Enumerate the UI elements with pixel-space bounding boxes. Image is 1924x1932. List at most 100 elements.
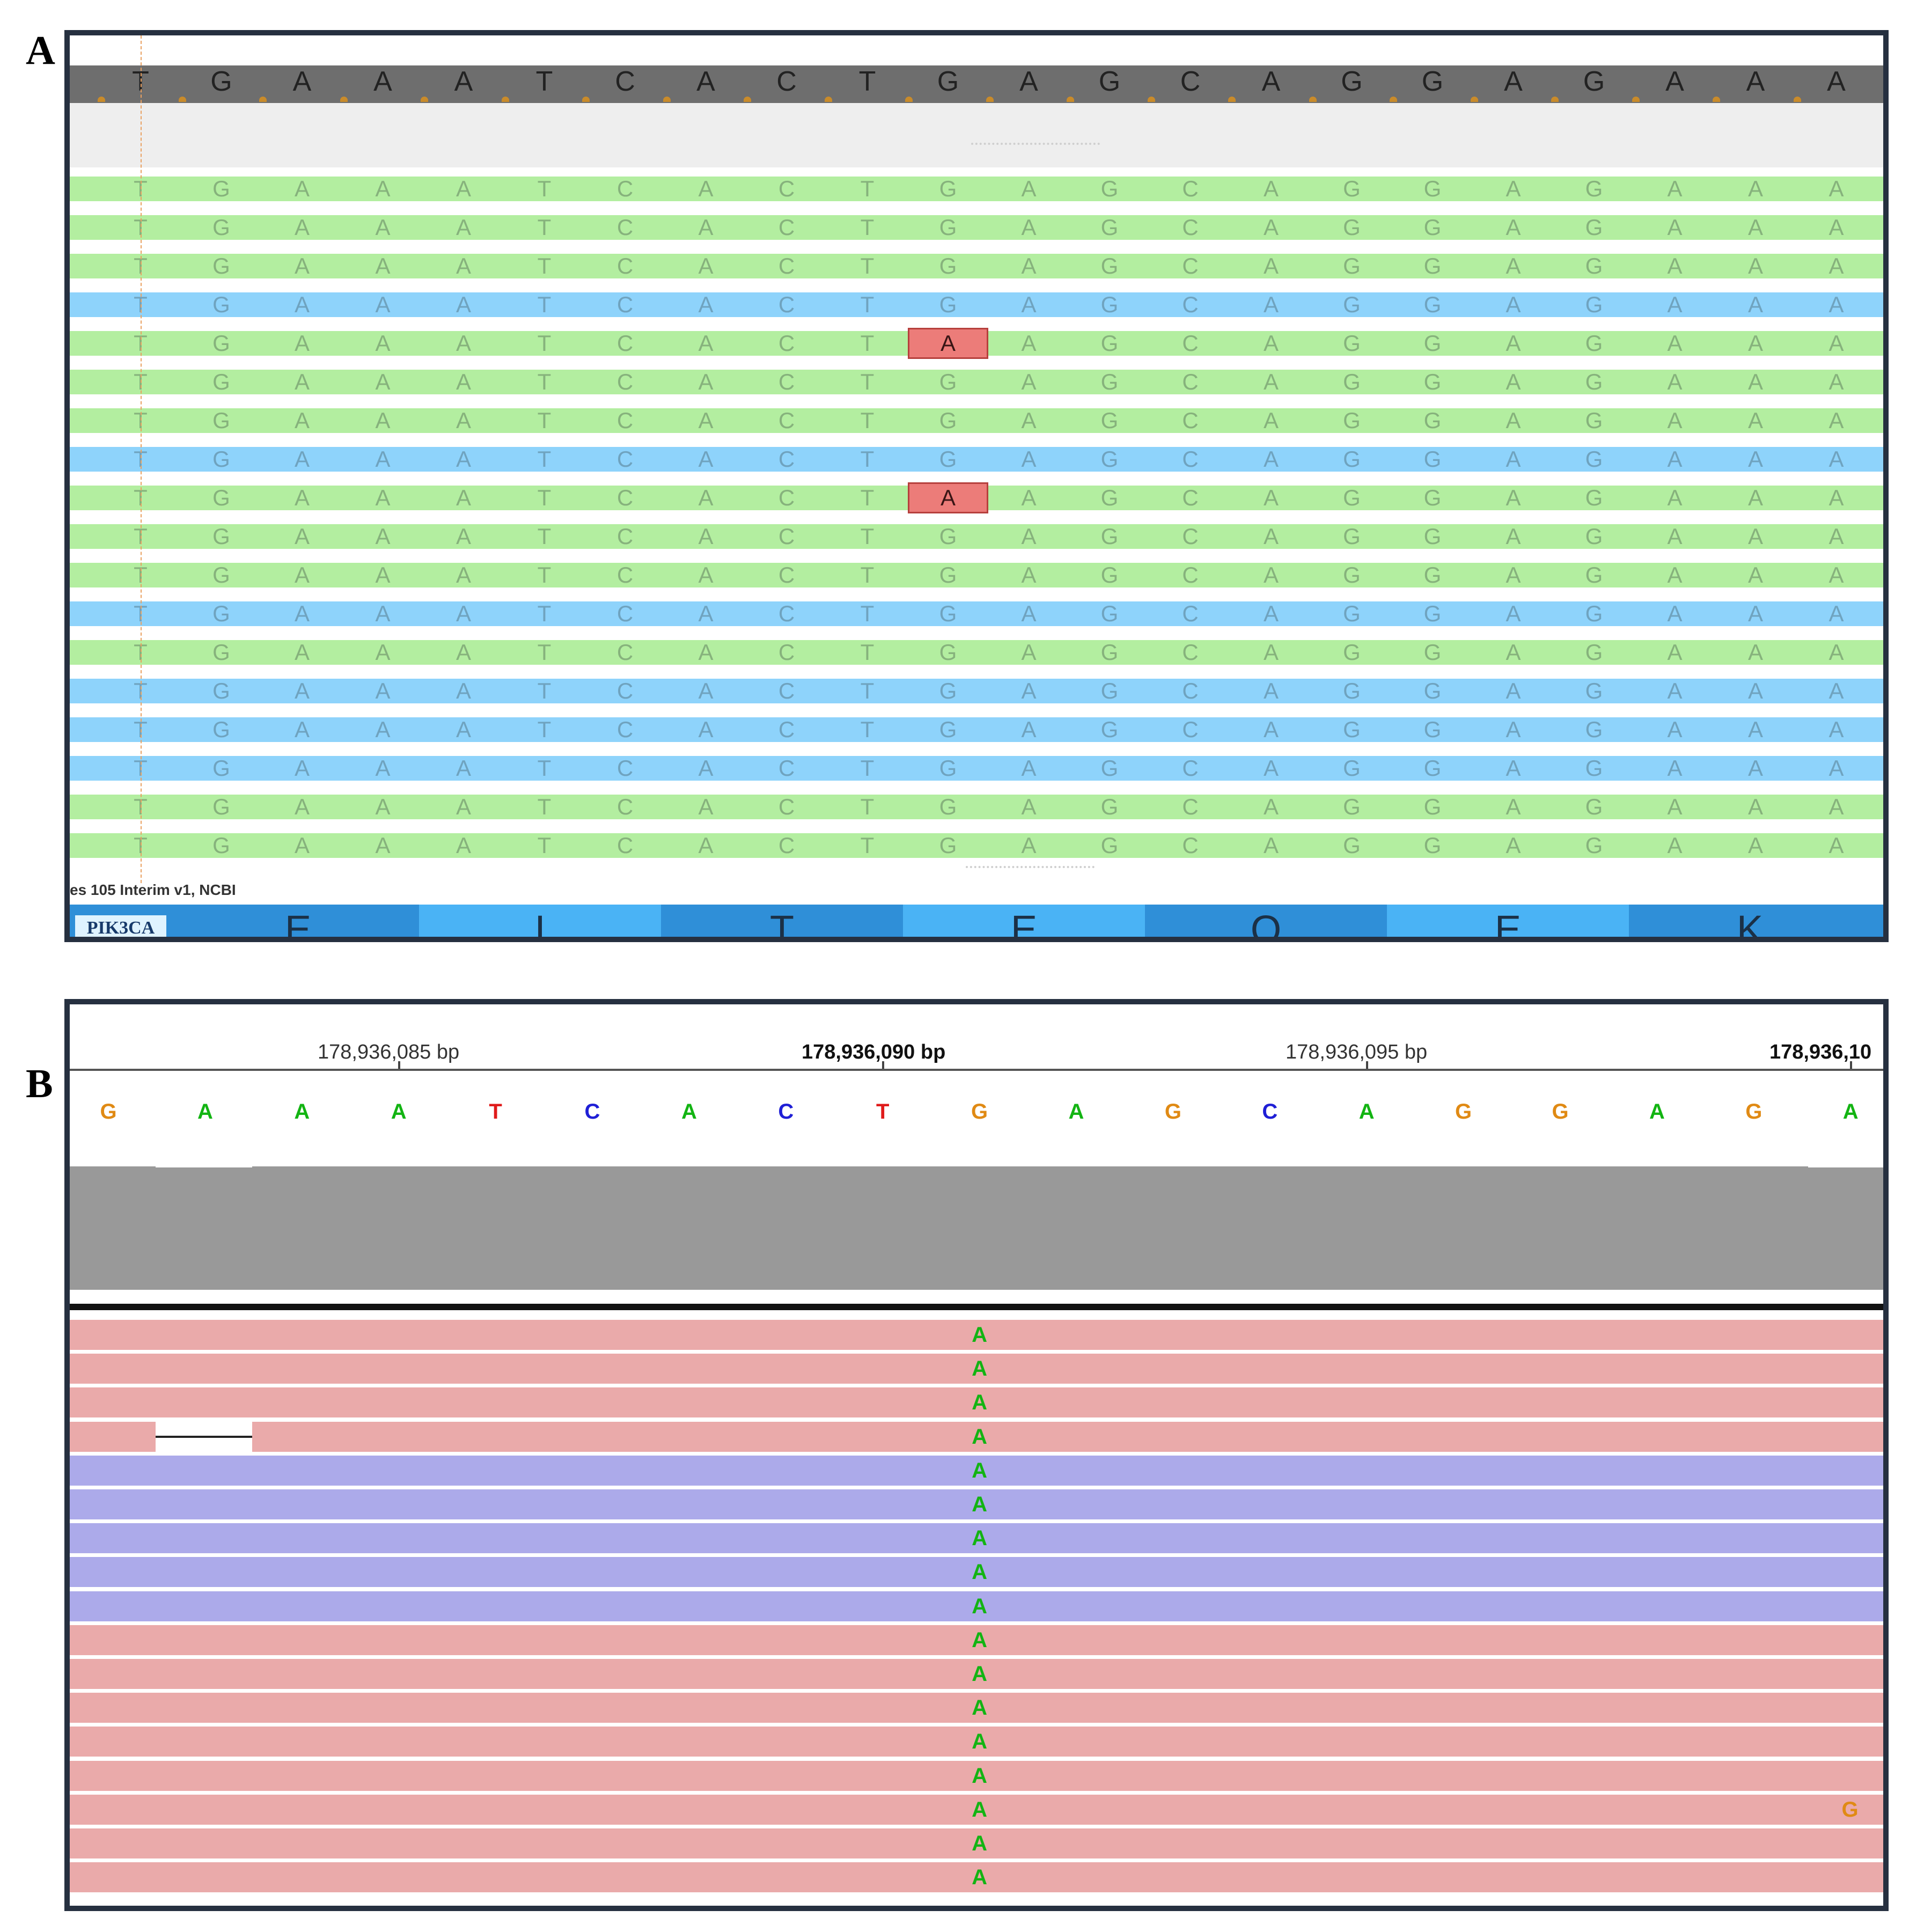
read-base: A [1747,833,1763,858]
read-row[interactable]: A [70,1828,1883,1858]
snp-base[interactable]: A [972,1865,988,1890]
read-row[interactable]: A [70,1489,1883,1519]
read-base: A [294,485,310,510]
read-base: C [778,253,795,278]
read-base: G [939,446,957,472]
read-base: G [1585,408,1603,433]
read-base: A [456,833,471,858]
snp-base[interactable]: A [972,1832,988,1855]
snp-base[interactable]: A [972,1764,988,1788]
snp-base[interactable]: A [972,1391,988,1415]
read-base: C [616,601,634,626]
read-base: C [778,485,795,510]
snp-base[interactable]: A [972,1526,988,1551]
read-base: G [1585,562,1603,587]
read-base: T [537,215,552,240]
read-row[interactable]: A [70,1387,1883,1418]
read-row[interactable]: A [70,1625,1883,1655]
mismatch-base[interactable]: G [1841,1797,1859,1821]
read-row[interactable]: A [70,1693,1883,1723]
read-row[interactable]: A [70,1320,1883,1350]
read-base: G [1100,215,1119,240]
base-boundary-dot [1551,97,1559,102]
gene-name-label[interactable]: PIK3CA [75,915,166,937]
read-base: C [778,833,795,858]
read-base: G [1343,833,1361,858]
snp-base[interactable]: A [972,1594,988,1618]
read-base: C [778,408,795,433]
read-base: G [1585,833,1603,858]
reference-base: A [197,1100,213,1123]
read-row[interactable]: A [70,1862,1883,1893]
base-boundary-dot [663,97,671,102]
read-base: T [537,446,552,472]
snp-base[interactable]: A [972,1424,988,1449]
read-base: G [939,755,957,781]
codon-block [177,905,419,937]
read-row[interactable]: A [70,1421,1883,1452]
snp-base[interactable]: A [972,1493,988,1516]
read-base: C [1182,717,1199,742]
read-base: T [537,292,552,317]
snp-base[interactable]: A [972,1696,988,1720]
read-base: A [1828,215,1844,240]
snp-base[interactable]: A [972,1323,988,1347]
read-base: A [1021,601,1037,626]
reference-base: G [1745,1100,1763,1123]
codon-block [903,905,1145,937]
snp-base[interactable]: A [972,1662,988,1686]
read-row[interactable]: A [70,1760,1883,1791]
mismatch-base[interactable]: A [908,482,988,513]
read-base: C [616,524,634,549]
read-row[interactable]: A [70,1727,1883,1757]
read-base: G [939,408,957,433]
read-base: G [1100,794,1119,819]
snp-base[interactable]: A [972,1797,988,1821]
read-row[interactable]: A [70,1455,1883,1486]
read-row[interactable]: A [70,1659,1883,1689]
read-base: A [1747,330,1763,356]
read-base: G [1343,601,1361,626]
snp-base[interactable]: A [972,1730,988,1754]
mismatch-base[interactable]: A [908,328,988,359]
read-row[interactable]: A [70,1591,1883,1621]
read-base: C [778,717,795,742]
read-base: G [1343,369,1361,394]
read-base: G [1100,446,1119,472]
snp-base[interactable]: A [972,1357,988,1381]
read-base: A [375,640,391,665]
snp-base[interactable]: A [972,1560,988,1584]
read-base: A [1506,408,1521,433]
snp-base[interactable]: A [972,1628,988,1652]
snp-base[interactable]: A [972,1458,988,1482]
read-base: C [616,485,634,510]
read-row[interactable]: A [70,1523,1883,1554]
read-row[interactable]: A [70,1557,1883,1588]
read-base: G [1100,833,1119,858]
read-base: A [375,833,391,858]
coverage-track[interactable] [70,1166,1883,1290]
read-base: G [1423,833,1442,858]
read-row[interactable]: A [70,1354,1883,1384]
